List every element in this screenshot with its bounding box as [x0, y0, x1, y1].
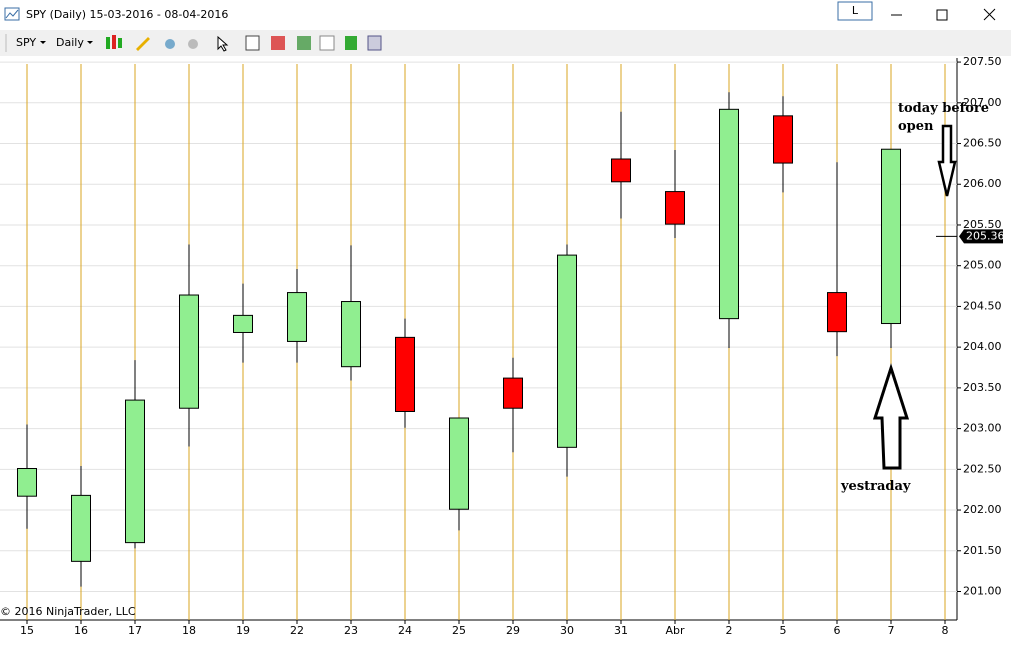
chart: 201.00 201.50 202.00 202.50 203.00 203.50 204.… [0, 55, 1005, 637]
y-tick-label: 202.00 [963, 503, 1002, 516]
last-price-marker [959, 229, 1003, 244]
y-tick-label: 205.50 [963, 218, 1002, 231]
candle-body [881, 148, 901, 325]
chart-style-icon[interactable] [118, 38, 122, 48]
pointer-icon[interactable] [217, 35, 229, 52]
templates-icon[interactable] [367, 35, 382, 51]
last-price-label: 205.36 [966, 229, 1005, 242]
close-button[interactable] [983, 8, 996, 21]
dropdown-arrow[interactable] [40, 41, 46, 44]
y-tick-label: 207.00 [963, 96, 1002, 109]
x-tick-label: 16 [74, 624, 88, 637]
annotation-arrow [872, 363, 910, 470]
candle-body [665, 191, 685, 225]
candle-body [557, 254, 577, 448]
app-icon [5, 9, 19, 19]
candle-body [125, 399, 145, 544]
chart-style-icon[interactable] [106, 37, 110, 49]
toolbar-icons [106, 35, 382, 52]
x-tick-label: 23 [344, 624, 358, 637]
x-tick-label: 7 [888, 624, 895, 637]
y-tick-label: 201.00 [963, 584, 1002, 597]
y-tick-label: 204.00 [963, 340, 1002, 353]
y-tick-label: 201.50 [963, 544, 1002, 557]
x-tick-label: 31 [614, 624, 628, 637]
x-tick-label: Abr [665, 624, 685, 637]
candle-body [287, 292, 307, 342]
x-tick-label: 6 [834, 624, 841, 637]
window-title: SPY (Daily) 15-03-2016 - 08-04-2016 [26, 8, 228, 21]
candle-body [773, 115, 793, 164]
indicators-icon[interactable] [271, 36, 285, 50]
period-selector[interactable]: Daily [56, 36, 84, 49]
candle-body [395, 336, 415, 412]
orders-icon[interactable] [345, 36, 357, 50]
x-tick-label: 17 [128, 624, 142, 637]
y-tick-label: 203.00 [963, 422, 1002, 435]
x-tick-label: 24 [398, 624, 412, 637]
candle-body [71, 494, 91, 562]
candle-body [233, 314, 253, 333]
data-box-icon[interactable] [245, 35, 260, 51]
candle-body [827, 292, 847, 333]
x-tick-label: 15 [20, 624, 34, 637]
draw-tool-icon[interactable] [136, 37, 150, 51]
candle-body [611, 158, 631, 183]
x-tick-label: 22 [290, 624, 304, 637]
l-button-label[interactable]: L [852, 4, 859, 17]
instrument-selector[interactable]: SPY [16, 36, 36, 49]
zoom-in-icon[interactable] [165, 39, 175, 49]
x-tick-label: 25 [452, 624, 466, 637]
y-tick-label: 202.50 [963, 462, 1002, 475]
chart-style-icon[interactable] [112, 35, 116, 49]
app-icon [4, 7, 20, 21]
annotation: yestraday [841, 479, 911, 494]
x-tick-label: 5 [780, 624, 787, 637]
dropdown-arrow[interactable] [87, 41, 93, 44]
strategies-icon[interactable] [297, 36, 311, 50]
y-tick-label: 204.50 [963, 299, 1002, 312]
candle-body [449, 417, 469, 510]
copyright: © 2016 NinjaTrader, LLC [0, 605, 136, 618]
x-tick-label: 8 [942, 624, 949, 637]
y-tick-label: 206.50 [963, 137, 1002, 150]
l-button[interactable] [837, 1, 873, 21]
candle-body [719, 108, 739, 320]
toolbar [0, 30, 1011, 56]
x-tick-label: 18 [182, 624, 196, 637]
candle-body [17, 468, 37, 497]
x-tick-label: 30 [560, 624, 574, 637]
x-tick-label: 2 [726, 624, 733, 637]
y-tick-label: 205.00 [963, 259, 1002, 272]
candle-body [179, 294, 199, 409]
maximize-button[interactable] [936, 9, 948, 21]
y-tick-label: 203.50 [963, 381, 1002, 394]
properties-icon[interactable] [319, 35, 335, 51]
annotation-arrow [937, 124, 957, 197]
y-tick-label: 206.00 [963, 177, 1002, 190]
x-tick-label: 29 [506, 624, 520, 637]
x-tick-label: 19 [236, 624, 250, 637]
candle-body [341, 301, 361, 368]
zoom-out-icon[interactable] [188, 39, 198, 49]
annotation: today before open [898, 101, 990, 134]
candle-body [503, 377, 523, 409]
y-tick-label: 207.50 [963, 55, 1002, 68]
